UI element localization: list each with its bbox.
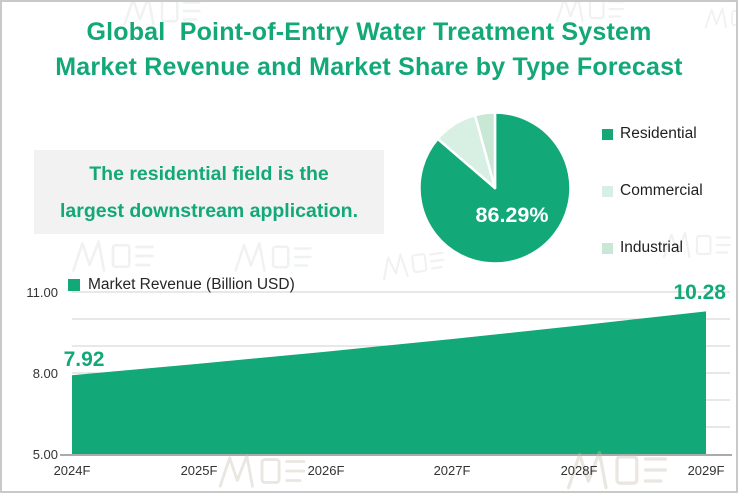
chart-title: Global Point-of-Entry Water Treatment Sy… — [2, 15, 736, 85]
legend-label: Commercial — [620, 182, 703, 199]
callout-line2: largest downstream application. — [60, 200, 358, 222]
y-axis-tick-5: 5.00 — [32, 447, 58, 462]
residential-swatch-icon — [602, 128, 613, 140]
start-value-label: 7.92 — [63, 348, 105, 371]
x-axis-tick-2027: 2027F — [433, 463, 471, 478]
legend-item-industrial: Industrial — [602, 238, 683, 258]
end-value-label: 10.28 — [673, 281, 726, 304]
pie-slice-industrial — [473, 111, 497, 190]
chart-title-line2: Market Revenue and Market Share by Type … — [55, 53, 683, 81]
x-axis-tick-2024: 2024F — [53, 463, 91, 478]
x-axis-tick-2028: 2028F — [560, 463, 598, 478]
legend-label: Residential — [620, 125, 697, 142]
chart-title-line1: Global Point-of-Entry Water Treatment Sy… — [86, 18, 652, 46]
x-axis-tick-2025: 2025F — [180, 463, 218, 478]
pie-percentage-label: 86.29% — [475, 203, 549, 227]
commercial-swatch-icon — [602, 185, 613, 197]
legend-label: Industrial — [620, 239, 683, 256]
revenue-area-shape — [72, 311, 706, 454]
y-axis-tick-11: 11.00 — [26, 285, 58, 300]
pie-chart — [418, 111, 572, 265]
x-axis-tick-2026: 2026F — [307, 463, 345, 478]
revenue-swatch-icon — [68, 279, 80, 291]
revenue-area-chart — [60, 291, 732, 456]
watermark — [72, 240, 154, 272]
callout-box: The residential field is the largest dow… — [34, 150, 384, 234]
revenue-legend-label: Market Revenue (Billion USD) — [88, 276, 295, 293]
legend-item-commercial: Commercial — [602, 181, 703, 201]
industrial-swatch-icon — [602, 242, 613, 254]
x-axis-tick-2029: 2029F — [687, 463, 725, 478]
y-axis-tick-8: 8.00 — [32, 366, 58, 381]
legend-item-residential: Residential — [602, 124, 697, 144]
watermark — [234, 242, 312, 272]
callout-line1: The residential field is the — [89, 163, 329, 185]
revenue-legend: Market Revenue (Billion USD) — [68, 276, 295, 294]
